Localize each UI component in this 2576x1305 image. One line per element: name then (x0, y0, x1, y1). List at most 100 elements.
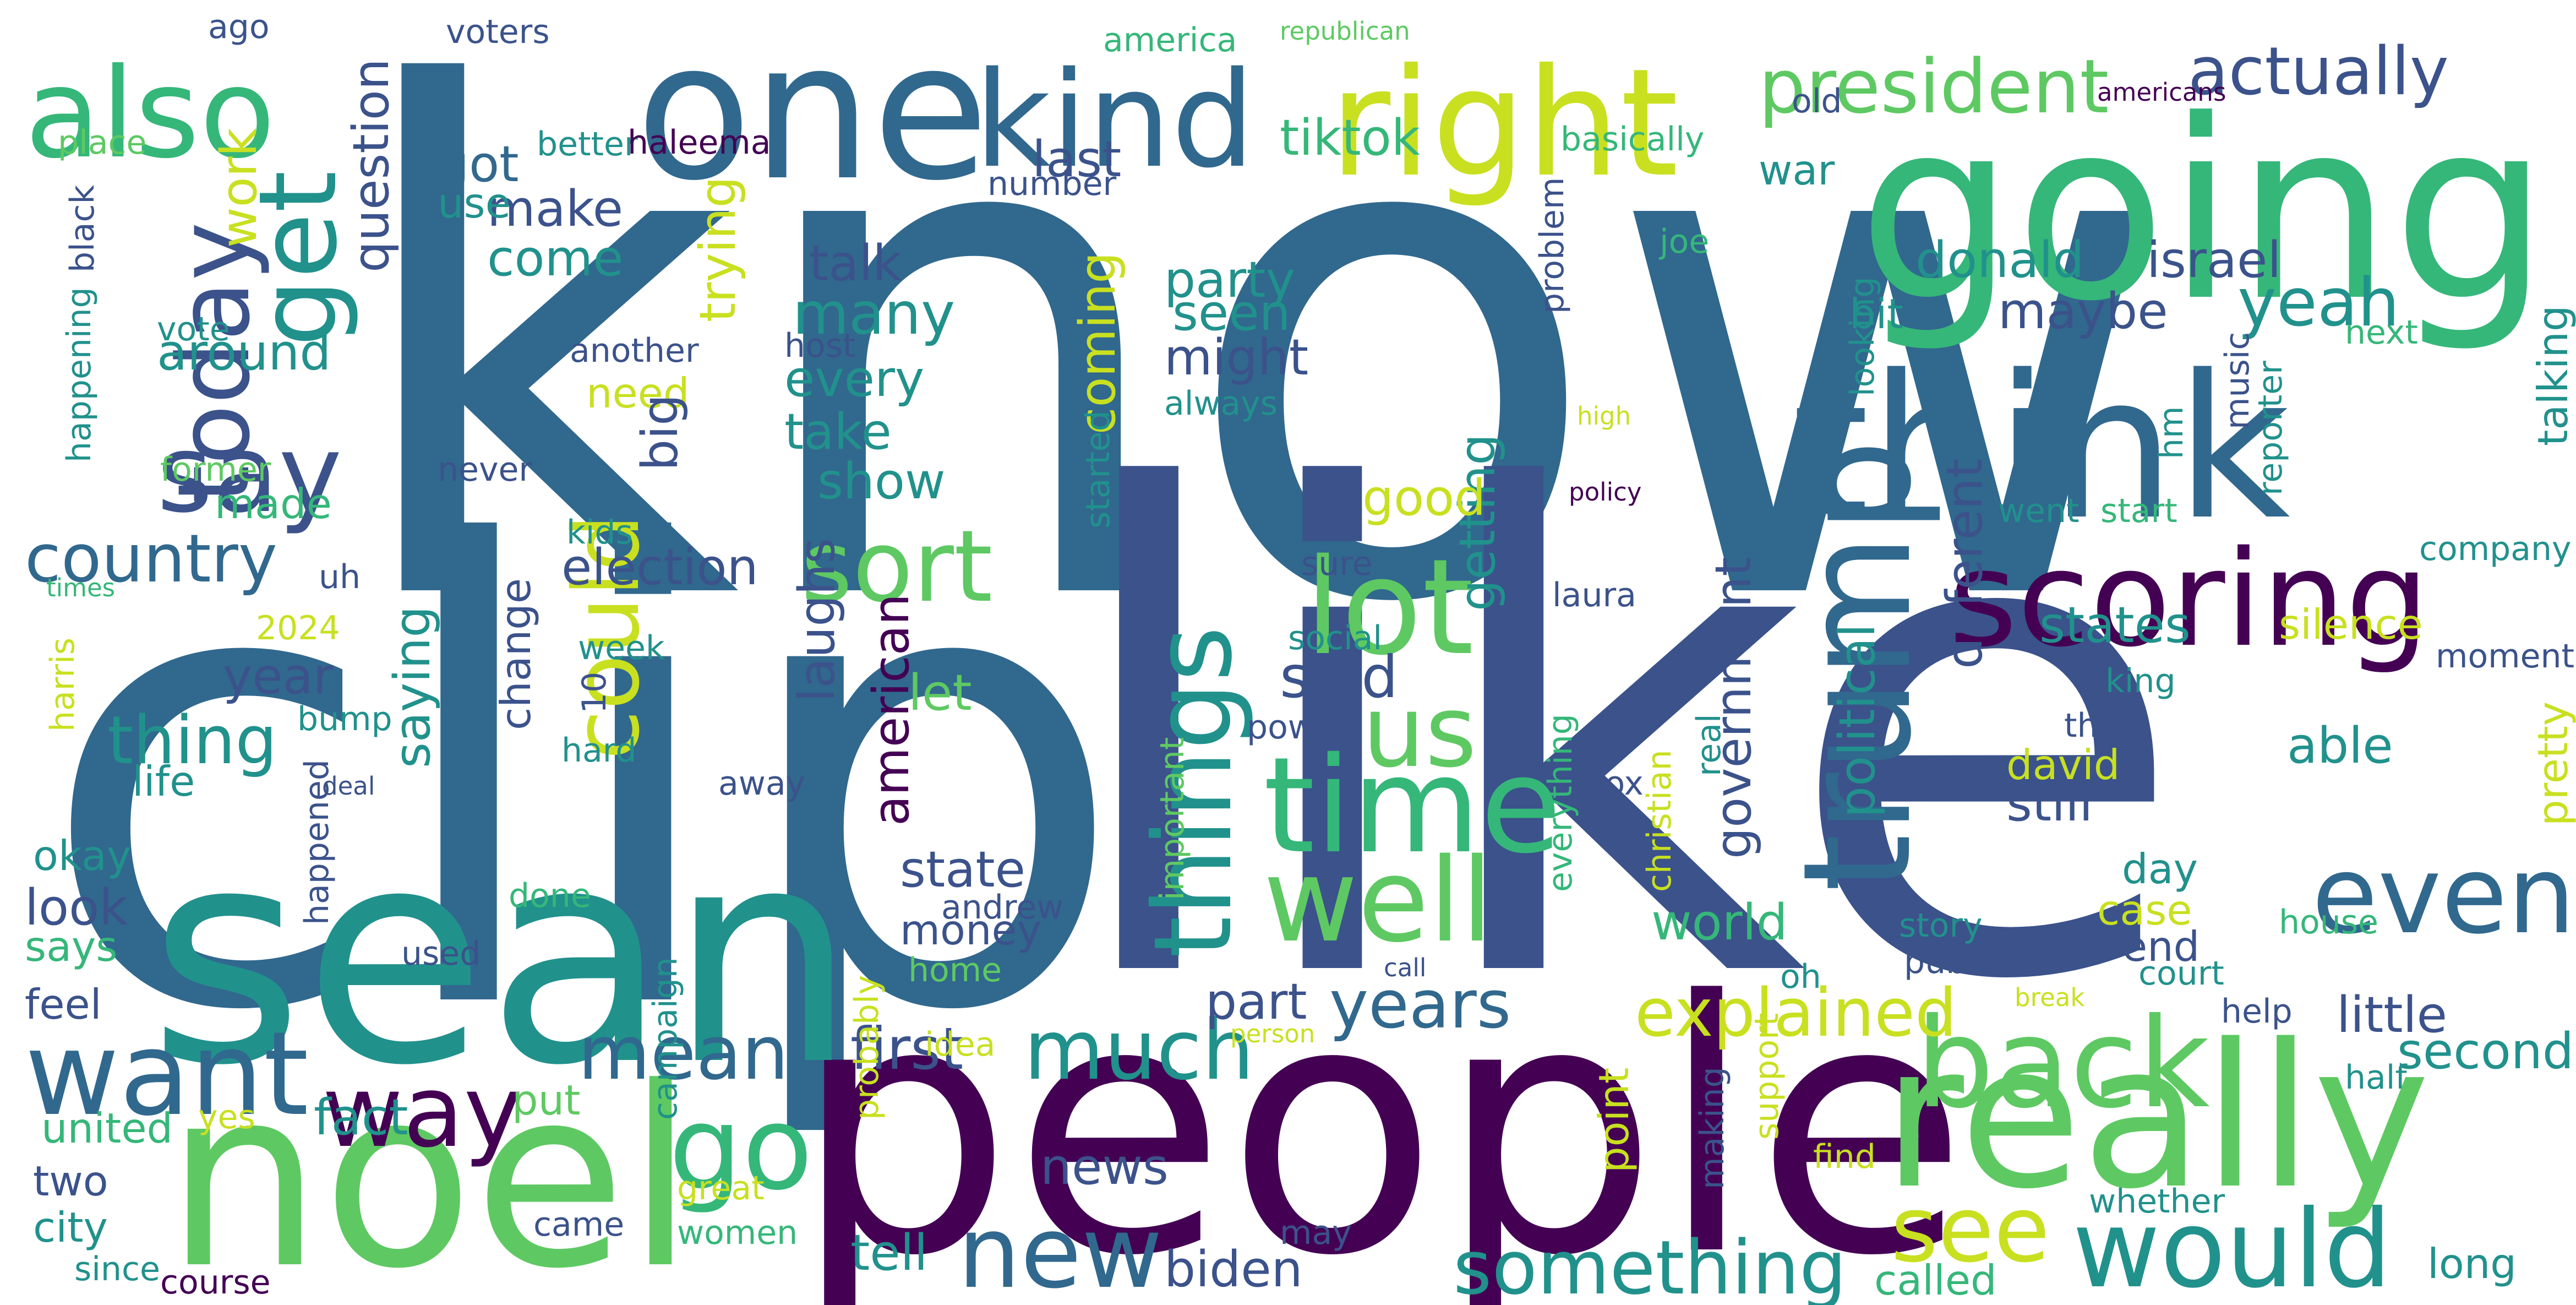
word-idea: idea (925, 1025, 996, 1064)
word-support: support (1748, 1013, 1786, 1140)
word-second: second (2397, 1022, 2574, 1080)
word-basically: basically (1560, 120, 1705, 159)
word-started: started (1079, 410, 1117, 529)
word-clip: clip (36, 416, 1128, 1148)
word-country: country (25, 521, 277, 598)
word-vox: vox (1585, 764, 1644, 803)
word-would: would (2072, 1187, 2392, 1305)
word-number: number (987, 165, 1117, 204)
word-said: said (1280, 644, 1398, 711)
word-state: state (900, 840, 1025, 899)
word-noel: noel (165, 1035, 695, 1305)
word-point: point (1590, 1067, 1638, 1173)
word-year: year (223, 647, 334, 705)
word-harris: harris (43, 637, 82, 732)
word-break: break (2015, 982, 2085, 1012)
word-go: go (669, 1081, 813, 1216)
word-end: end (2122, 922, 2200, 971)
word-yeah: yeah (2237, 265, 2400, 342)
word-bump: bump (297, 700, 392, 739)
word-around: around (157, 323, 331, 382)
word-states: states (2039, 596, 2191, 654)
word-problem: problem (1533, 177, 1571, 314)
word-went: went (1998, 492, 2080, 531)
word-right: right (1329, 36, 1679, 210)
word-even: even (2312, 832, 2575, 958)
word-find: find (1813, 1138, 1876, 1177)
word-something: something (1453, 1224, 1847, 1305)
word-life: life (132, 757, 195, 806)
word-former: former (160, 450, 271, 490)
word-might: might (1164, 328, 1309, 387)
word-tiktok: tiktok (1280, 108, 1420, 167)
word-work: work (210, 128, 268, 248)
word-mean: mean (578, 1009, 789, 1096)
word-hard: hard (561, 731, 637, 770)
word-two: two (33, 1156, 108, 1205)
word-company: company (2419, 530, 2572, 569)
word-thing: thing (107, 703, 277, 780)
word-policy: policy (1569, 477, 1642, 507)
word-city: city (33, 1203, 108, 1252)
word-see: see (1891, 1177, 2050, 1283)
word-election: election (561, 538, 758, 596)
word-10: 10 (575, 671, 614, 714)
word-hm: hm (2152, 406, 2191, 459)
word-oh: oh (1780, 958, 1821, 997)
word-made: made (215, 479, 332, 528)
word-donald: donald (1915, 231, 2084, 289)
word-talking: talking (2529, 305, 2576, 446)
word-war: war (1759, 145, 1835, 194)
word-republican: republican (1280, 16, 1410, 46)
word-going: going (1858, 67, 2550, 356)
word-big: big (631, 394, 689, 471)
word-happening: happening (60, 287, 99, 463)
word-three: three (2064, 706, 2152, 746)
word-moment: moment (2436, 637, 2575, 676)
word-campaign: campaign (646, 957, 685, 1120)
word-place: place (58, 123, 147, 162)
word-able: able (2287, 716, 2393, 775)
word-court: court (2138, 954, 2224, 993)
word-biden: biden (1164, 1240, 1303, 1298)
word-lot: lot (1305, 530, 1474, 684)
word-use: use (438, 178, 511, 227)
word-vote: vote (157, 310, 230, 349)
word-long: long (2427, 1239, 2517, 1288)
word-got: got (438, 135, 519, 193)
word-much: much (1024, 1003, 1254, 1099)
word-look: look (25, 878, 128, 937)
word-way: way (322, 1054, 523, 1170)
word-women: women (677, 1214, 798, 1253)
word-kids: kids (566, 513, 633, 552)
word-social: social (1288, 619, 1383, 658)
word-home: home (908, 951, 1002, 990)
word-reporter: reporter (2251, 361, 2290, 496)
word-many: many (793, 280, 956, 348)
word-sean: sean (149, 784, 857, 1130)
word-day: day (2122, 844, 2198, 893)
word-real: real (1690, 714, 1728, 776)
word-story: story (1899, 906, 1983, 945)
word-america: america (1103, 21, 1237, 60)
word-person: person (1230, 1019, 1316, 1048)
word-host: host (784, 327, 856, 366)
word-away: away (718, 764, 806, 803)
word-bit: bit (1849, 289, 1903, 338)
word-years: years (1329, 967, 1511, 1044)
word-david: david (2006, 740, 2120, 789)
word-deal: deal (322, 771, 375, 801)
word-course: course (160, 1263, 271, 1302)
word-trying: trying (689, 176, 747, 322)
word-kind: kind (974, 42, 1256, 197)
word-ago: ago (208, 8, 270, 47)
word-show: show (817, 452, 946, 510)
word-feel: feel (25, 980, 102, 1029)
word-laura: laura (1552, 576, 1636, 615)
word-says: says (25, 922, 118, 971)
word-2024: 2024 (256, 609, 340, 648)
word-help: help (2221, 992, 2293, 1031)
word-let: let (908, 664, 972, 722)
word-come: come (487, 229, 624, 287)
word-news: news (1040, 1138, 1169, 1196)
